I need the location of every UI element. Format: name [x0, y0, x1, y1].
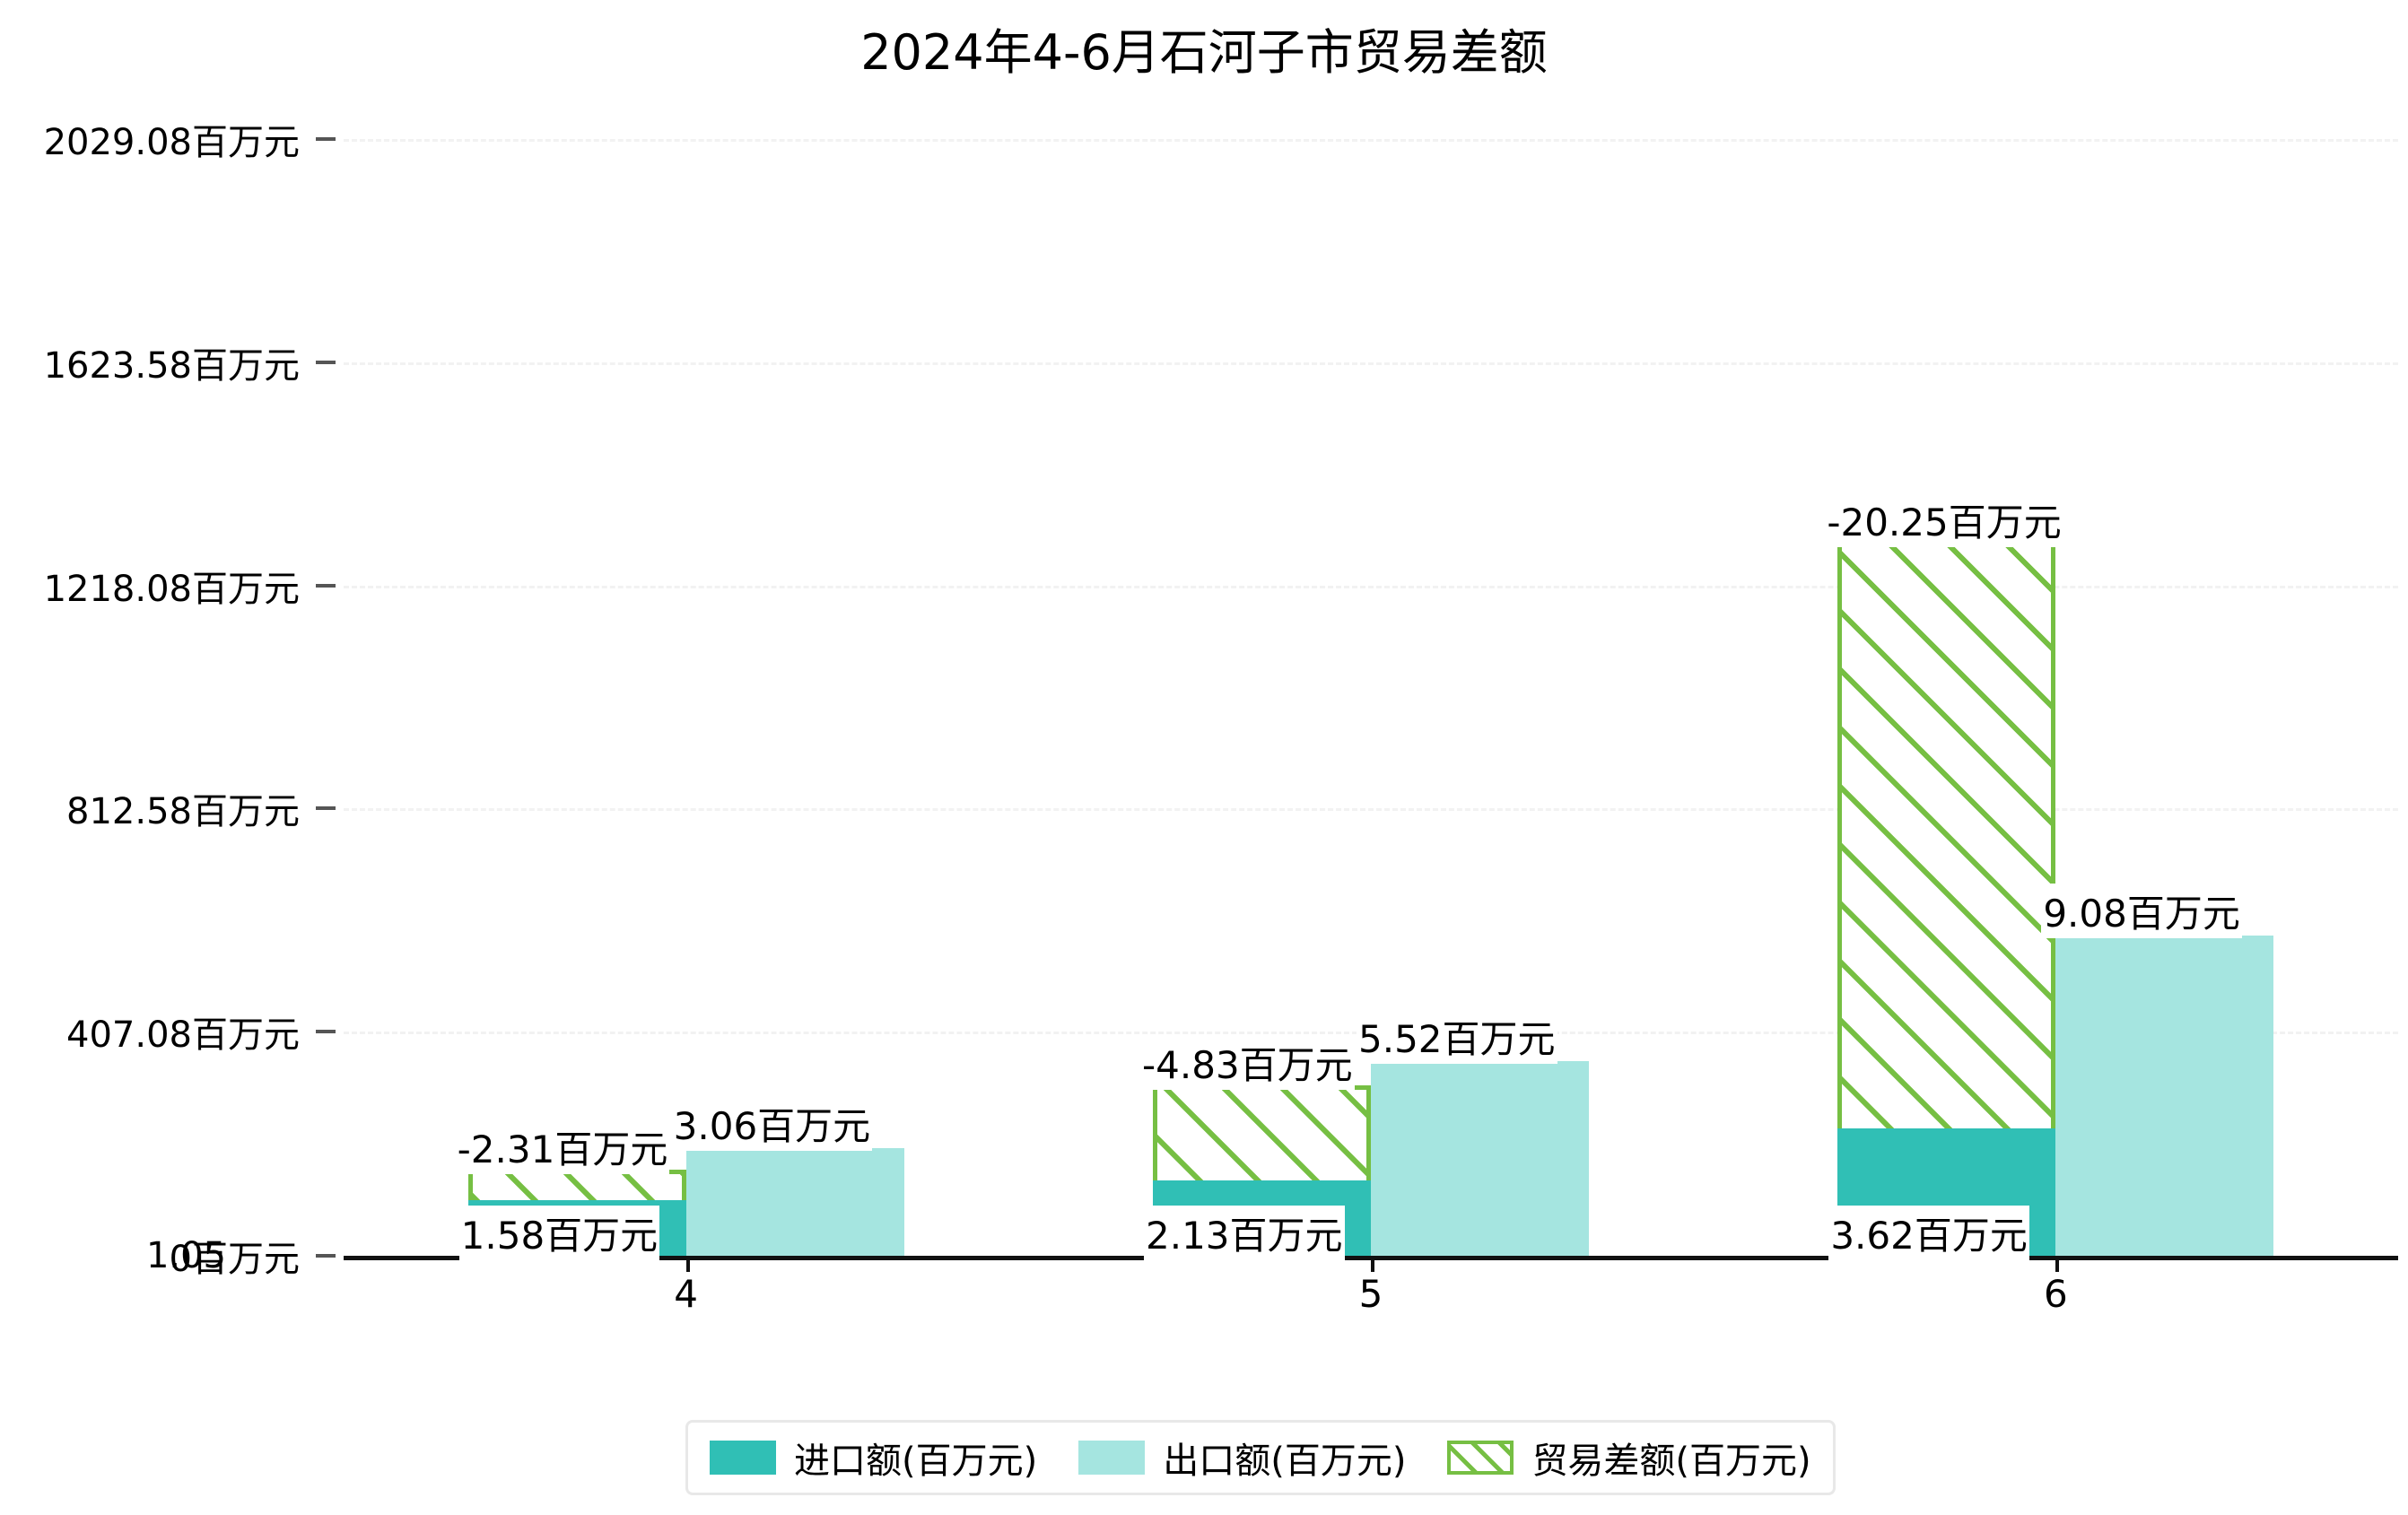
y-axis-tick-label: 1623.58百万元: [43, 344, 300, 387]
y-axis-tick-label: 407.08百万元: [66, 1014, 300, 1057]
y-axis-tick-mark: [316, 583, 336, 588]
value-label-trade-balance: -2.31百万元: [455, 1119, 670, 1174]
gridline: [344, 361, 2398, 365]
gridline: [344, 585, 2398, 588]
x-axis-tick-label: 4: [674, 1272, 699, 1316]
legend-swatch-icon: [1078, 1441, 1146, 1475]
legend-item[interactable]: 出口额(百万元): [1078, 1432, 1406, 1484]
page-title: 2024年4-6月石河子市贸易差额: [860, 24, 1548, 81]
bar-export: [2055, 936, 2274, 1256]
x-axis-tick-mark: [1371, 1256, 1374, 1272]
value-label-trade-balance: -4.83百万元: [1140, 1035, 1355, 1091]
value-label-trade-balance: -20.25百万元: [1825, 492, 2063, 547]
chart-legend: 进口额(百万元) 出口额(百万元) 贸易差额(百万元): [685, 1420, 1836, 1495]
value-label-export: 3.06百万元: [671, 1095, 873, 1151]
legend-swatch-icon: [710, 1441, 776, 1475]
legend-swatch-icon: [1447, 1441, 1514, 1475]
y-axis-tick-label: 0百万元: [169, 1239, 300, 1280]
x-axis-tick-mark: [685, 1256, 690, 1272]
y-axis-tick-label: 1218.08百万元: [43, 568, 300, 610]
y-axis-tick-mark: [316, 1030, 336, 1034]
y-axis-overlapping-label: 1.05: [145, 1235, 226, 1276]
value-label-export: 9.08百万元: [2041, 884, 2242, 939]
value-label-import: 1.58百万元: [458, 1206, 660, 1260]
y-axis-tick-label: 812.58百万元: [66, 791, 300, 833]
y-axis-tick-mark: [316, 360, 336, 364]
legend-item[interactable]: 进口额(百万元): [710, 1432, 1037, 1484]
legend-item[interactable]: 贸易差额(百万元): [1447, 1432, 1811, 1484]
x-axis-tick-mark: [2055, 1256, 2060, 1272]
gridline: [344, 808, 2398, 812]
gridline: [344, 139, 2398, 142]
bar-export: [1371, 1061, 1589, 1256]
y-axis-tick-mark: [316, 806, 336, 811]
value-label-export: 5.52百万元: [1357, 1009, 1557, 1065]
value-label-import: 3.62百万元: [1828, 1206, 2029, 1260]
y-axis-tick-label: 2029.08百万元: [43, 122, 300, 163]
x-axis-tick-label: 5: [1358, 1272, 1383, 1316]
legend-item-label: 进口额(百万元): [794, 1441, 1038, 1482]
y-axis-tick-mark: [316, 1254, 336, 1258]
bar-export: [685, 1147, 904, 1256]
value-label-import: 2.13百万元: [1144, 1206, 1345, 1260]
x-axis-tick-label: 6: [2043, 1272, 2068, 1316]
legend-item-label: 贸易差额(百万元): [1531, 1441, 1811, 1482]
y-axis-tick-mark: [316, 137, 336, 141]
legend-item-label: 出口额(百万元): [1163, 1441, 1407, 1482]
